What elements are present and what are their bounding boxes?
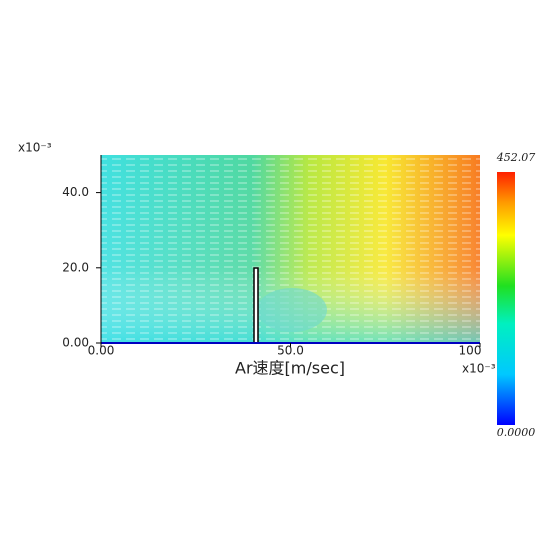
- x-tick-label: 100: [459, 344, 482, 358]
- colorbar: [497, 172, 515, 425]
- vector-field: [101, 155, 480, 343]
- colorbar-label: 452.07: [496, 151, 536, 164]
- x-tick-label: 0.00: [88, 344, 115, 358]
- y-tick-label: 40.0: [62, 185, 89, 199]
- colorbar-label: 0.0000: [497, 426, 536, 439]
- y-tick-label: 0.00: [62, 336, 89, 350]
- x-tick-label: 50.0: [277, 344, 304, 358]
- obstacle: [253, 267, 259, 344]
- x-axis-label: Ar速度[m/sec]: [235, 359, 345, 378]
- y-tick-label: 20.0: [62, 260, 89, 274]
- y-multiplier: x10⁻³: [18, 141, 52, 155]
- x-multiplier: x10⁻³: [462, 362, 496, 376]
